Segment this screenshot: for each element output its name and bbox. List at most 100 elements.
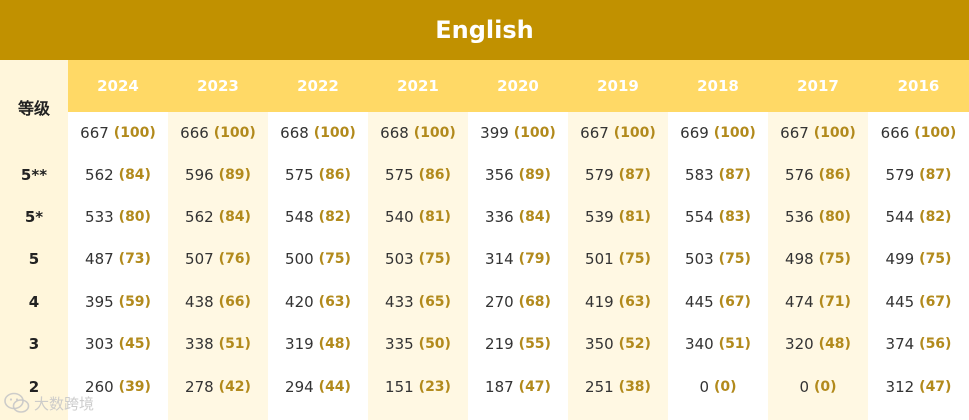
score-value: 501 (585, 250, 614, 268)
score-value: 219 (485, 335, 514, 353)
table-cell: 500 (75) (268, 238, 368, 280)
percentage-value: (84) (118, 167, 151, 183)
percentage-value: (66) (218, 294, 251, 310)
table-cell: 474 (71) (768, 281, 868, 323)
score-value: 667 (580, 124, 609, 142)
table-cell: 338 (51) (168, 323, 268, 365)
table-cell: 544 (82) (868, 196, 969, 238)
percentage-value: (75) (318, 251, 351, 267)
table-cell: 314 (79) (468, 238, 568, 280)
score-value: 335 (385, 335, 414, 353)
score-value: 350 (585, 335, 614, 353)
score-value: 579 (885, 166, 915, 184)
score-value: 270 (485, 293, 514, 311)
score-value: 338 (185, 335, 214, 353)
percentage-value: (84) (218, 209, 251, 225)
percentage-value: (86) (318, 167, 351, 183)
grade-header: 等级 (17, 99, 50, 118)
table-cell: 445 (67) (868, 281, 969, 323)
wechat-logo-icon (4, 392, 30, 413)
score-value: 312 (885, 378, 915, 396)
score-value: 507 (185, 250, 214, 268)
score-value: 336 (485, 208, 514, 226)
percentage-value: (38) (618, 379, 651, 395)
score-value: 668 (380, 124, 409, 142)
table-cell: 251 (38) (568, 366, 668, 408)
table-cell: 596 (89) (168, 154, 268, 196)
score-value: 260 (85, 378, 114, 396)
score-value: 583 (685, 166, 714, 184)
percentage-value: (23) (418, 379, 451, 395)
year-header-2023: 2023 (197, 77, 239, 95)
score-value: 314 (485, 250, 514, 268)
percentage-value: (82) (919, 209, 952, 225)
score-value: 575 (285, 166, 314, 184)
score-value: 669 (680, 124, 709, 142)
table-cell: 667 (100) (68, 112, 168, 154)
year-column-2017: 667 (100) 576 (86) 536 (80) 498 (75) 474 (71) 320(… (768, 112, 868, 420)
score-value: 666 (180, 124, 209, 142)
score-value: 420 (285, 293, 314, 311)
year-column-2016: 666 (100) 579 (87) 544 (82) 499 (75) 445 (67) 374(… (868, 112, 969, 420)
percentage-value: (87) (718, 167, 751, 183)
score-value: 668 (280, 124, 309, 142)
score-value: 319 (285, 335, 314, 353)
percentage-value: (87) (919, 167, 952, 183)
percentage-value: (67) (718, 294, 751, 310)
table-cell: 548 (82) (268, 196, 368, 238)
score-value: 536 (785, 208, 814, 226)
percentage-value: (100) (313, 125, 356, 141)
grade-label: 3 (28, 335, 40, 353)
percentage-value: (67) (919, 294, 952, 310)
percentage-value: (87) (618, 167, 651, 183)
percentage-value: (75) (618, 251, 651, 267)
score-value: 498 (785, 250, 814, 268)
score-value: 487 (85, 250, 114, 268)
score-value: 503 (385, 250, 414, 268)
table-cell: 319 (48) (268, 323, 368, 365)
percentage-value: (51) (218, 336, 251, 352)
percentage-value: (89) (218, 167, 251, 183)
percentage-value: (48) (318, 336, 351, 352)
year-header-2018: 2018 (697, 77, 739, 95)
year-header-2020: 2020 (497, 77, 539, 95)
table-cell: 260 (39) (68, 366, 168, 408)
percentage-value: (81) (418, 209, 451, 225)
score-value: 399 (480, 124, 509, 142)
table-cell: 503 (75) (368, 238, 468, 280)
percentage-value: (44) (318, 379, 351, 395)
table-cell: 554 (83) (668, 196, 768, 238)
score-value: 340 (685, 335, 714, 353)
table-cell: 356 (89) (468, 154, 568, 196)
score-value: 438 (185, 293, 214, 311)
score-value: 474 (785, 293, 814, 311)
table-cell: 668 (100) (268, 112, 368, 154)
percentage-value: (71) (818, 294, 851, 310)
percentage-value: (59) (118, 294, 151, 310)
percentage-value: (83) (718, 209, 751, 225)
percentage-value: (47) (919, 379, 952, 395)
percentage-value: (84) (518, 209, 551, 225)
percentage-value: (76) (218, 251, 251, 267)
score-value: 251 (585, 378, 614, 396)
percentage-value: (100) (713, 125, 756, 141)
watermark-text: 大数跨境 (34, 394, 95, 413)
score-value: 666 (880, 124, 910, 142)
percentage-value: (0) (714, 379, 737, 395)
score-value: 576 (785, 166, 814, 184)
percentage-value: (100) (914, 125, 957, 141)
table-cell: 433 (65) (368, 281, 468, 323)
table-cell: 499 (75) (868, 238, 969, 280)
table-cell: 0 (0) (768, 366, 868, 408)
percentage-value: (86) (418, 167, 451, 183)
table-cell: 583 (87) (668, 154, 768, 196)
score-value: 395 (85, 293, 114, 311)
percentage-value: (100) (413, 125, 456, 141)
percentage-value: (75) (418, 251, 451, 267)
percentage-value: (42) (218, 379, 251, 395)
table-cell: 336 (84) (468, 196, 568, 238)
score-value: 294 (285, 378, 314, 396)
percentage-value: (63) (318, 294, 351, 310)
percentage-value: (89) (518, 167, 551, 183)
table-title: English (0, 0, 969, 60)
